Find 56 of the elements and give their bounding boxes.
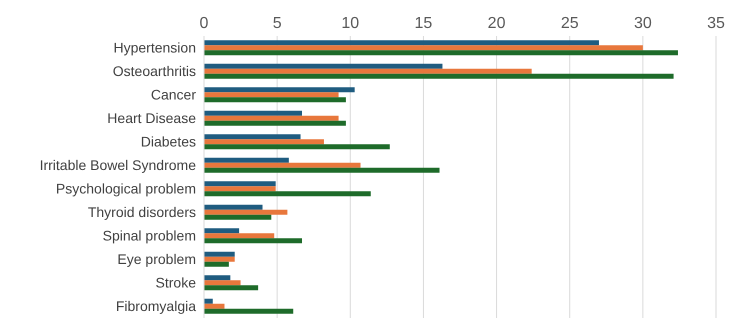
- bar: [204, 233, 274, 238]
- bar: [204, 275, 230, 280]
- bar: [204, 116, 339, 121]
- x-tick-label: 20: [488, 15, 506, 32]
- x-tick-label: 0: [200, 15, 209, 32]
- bar: [204, 308, 294, 314]
- bar: [204, 252, 235, 257]
- y-tick-label: Osteoarthritis: [112, 63, 196, 80]
- bar: [204, 87, 355, 92]
- y-tick-label: Fibromyalgia: [116, 298, 196, 314]
- y-tick-label: Spinal problem: [102, 228, 196, 244]
- bar: [204, 45, 643, 50]
- bar: [204, 191, 371, 196]
- x-tick-label: 15: [414, 15, 432, 32]
- bar: [204, 139, 324, 144]
- bar: [204, 134, 301, 140]
- bar: [204, 162, 361, 168]
- y-tick-label: Eye problem: [117, 251, 196, 268]
- bar: [204, 181, 276, 186]
- bar: [204, 168, 440, 173]
- bar: [204, 280, 241, 286]
- bar: [204, 262, 229, 267]
- bar: [204, 144, 390, 150]
- bar: [204, 256, 235, 262]
- y-tick-label: Diabetes: [140, 134, 196, 150]
- bar: [204, 285, 258, 290]
- bar: [204, 228, 240, 234]
- bar: [204, 304, 224, 309]
- bar: [204, 214, 272, 220]
- bar: [204, 92, 339, 98]
- x-tick-label: 25: [560, 15, 579, 32]
- y-tick-label: Stroke: [156, 274, 196, 291]
- bar: [204, 40, 599, 46]
- bar: [204, 238, 302, 244]
- y-tick-label: Psychological problem: [56, 180, 196, 197]
- bar: [204, 50, 678, 56]
- x-tick-label: 10: [341, 15, 360, 32]
- bar: [204, 74, 674, 79]
- bar: [204, 64, 442, 69]
- y-tick-label: Hypertension: [114, 40, 196, 56]
- bar: [204, 97, 346, 102]
- x-tick-label: 30: [634, 15, 652, 32]
- bar: [204, 186, 276, 192]
- bar: [204, 158, 289, 163]
- bar: [204, 210, 288, 215]
- bar: [204, 120, 346, 126]
- bar: [204, 204, 263, 210]
- y-tick-label: Cancer: [150, 86, 196, 103]
- bar: [204, 110, 302, 116]
- y-tick-label: Thyroid disorders: [88, 204, 196, 220]
- x-tick-label: 35: [707, 15, 725, 32]
- bar: [204, 68, 532, 74]
- bar: [204, 298, 213, 304]
- y-tick-label: Heart Disease: [107, 110, 196, 126]
- y-tick-label: Irritable Bowel Syndrome: [40, 157, 196, 174]
- x-tick-label: 5: [272, 15, 282, 32]
